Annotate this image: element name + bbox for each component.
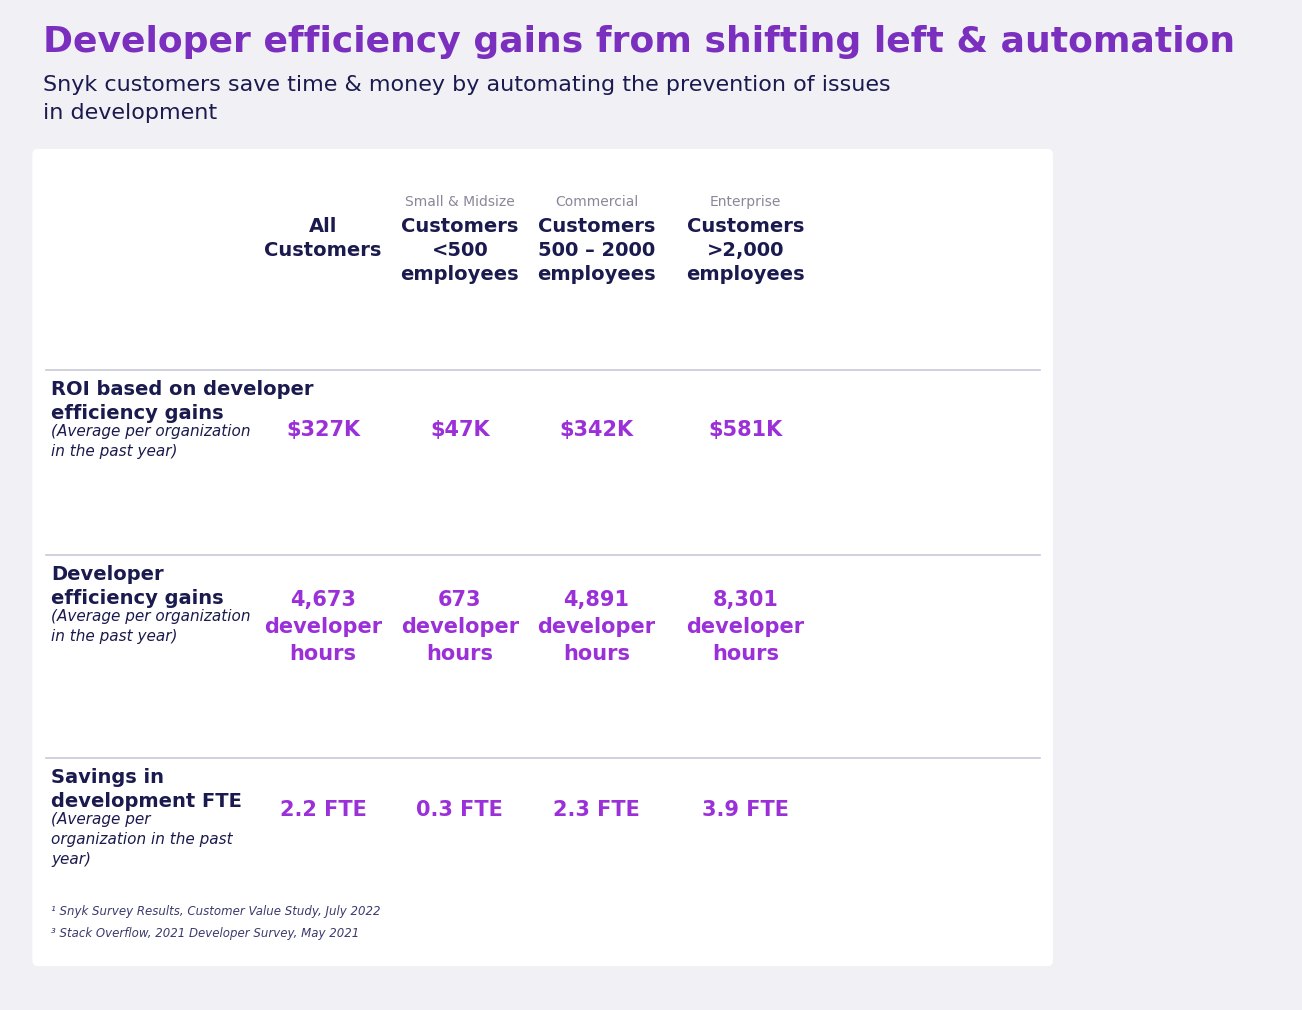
Text: Customers
500 – 2000
employees: Customers 500 – 2000 employees: [538, 217, 656, 285]
Text: 2.3 FTE: 2.3 FTE: [553, 800, 639, 820]
Text: Snyk customers save time & money by automating the prevention of issues
in devel: Snyk customers save time & money by auto…: [43, 75, 891, 123]
Text: $47K: $47K: [430, 420, 490, 440]
Text: 4,891
developer
hours: 4,891 developer hours: [538, 590, 655, 665]
Text: All
Customers: All Customers: [264, 217, 381, 261]
Text: Customers
<500
employees: Customers <500 employees: [401, 217, 519, 285]
Text: ³ Stack Overflow, 2021 Developer Survey, May 2021: ³ Stack Overflow, 2021 Developer Survey,…: [51, 927, 359, 940]
Text: 3.9 FTE: 3.9 FTE: [702, 800, 789, 820]
Text: (Average per organization
in the past year): (Average per organization in the past ye…: [51, 609, 251, 643]
Text: ROI based on developer
efficiency gains: ROI based on developer efficiency gains: [51, 380, 314, 423]
Text: Customers
>2,000
employees: Customers >2,000 employees: [686, 217, 805, 285]
Text: $342K: $342K: [560, 420, 634, 440]
Text: ¹ Snyk Survey Results, Customer Value Study, July 2022: ¹ Snyk Survey Results, Customer Value St…: [51, 905, 381, 918]
Text: $581K: $581K: [708, 420, 783, 440]
Text: 2.2 FTE: 2.2 FTE: [280, 800, 367, 820]
Text: (Average per organization
in the past year): (Average per organization in the past ye…: [51, 424, 251, 459]
Text: $327K: $327K: [286, 420, 361, 440]
Text: 4,673
developer
hours: 4,673 developer hours: [264, 590, 383, 665]
Text: Developer efficiency gains from shifting left & automation: Developer efficiency gains from shifting…: [43, 25, 1236, 59]
Text: Savings in
development FTE: Savings in development FTE: [51, 768, 242, 811]
FancyBboxPatch shape: [33, 149, 1053, 966]
Text: 0.3 FTE: 0.3 FTE: [417, 800, 503, 820]
Text: (Average per
organization in the past
year): (Average per organization in the past ye…: [51, 812, 233, 867]
Text: 673
developer
hours: 673 developer hours: [401, 590, 518, 665]
Text: Developer
efficiency gains: Developer efficiency gains: [51, 565, 224, 608]
Text: Commercial: Commercial: [555, 195, 638, 209]
Text: Small & Midsize: Small & Midsize: [405, 195, 514, 209]
Text: 8,301
developer
hours: 8,301 developer hours: [686, 590, 805, 665]
Text: Enterprise: Enterprise: [710, 195, 781, 209]
